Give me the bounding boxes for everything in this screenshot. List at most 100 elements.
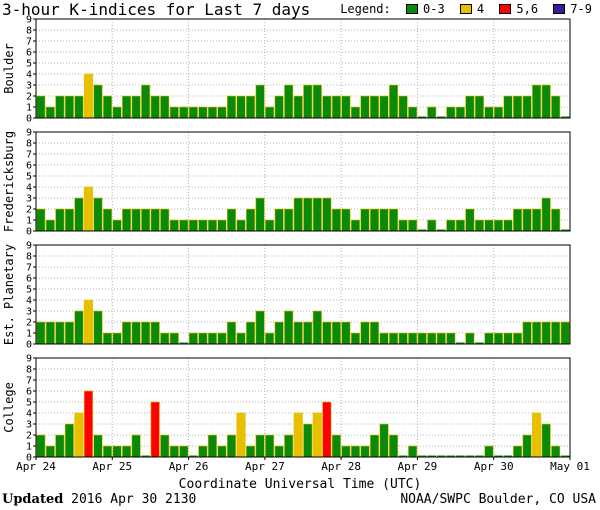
k-index-bar	[532, 412, 542, 458]
k-index-bar	[217, 106, 227, 119]
k-index-bar	[522, 208, 532, 232]
k-index-bar	[417, 116, 427, 118]
k-index-bar	[455, 106, 465, 119]
k-index-bar	[265, 219, 275, 232]
k-index-bar	[484, 332, 494, 345]
k-index-bar	[417, 455, 427, 457]
y-tick-label: 5	[26, 285, 32, 296]
k-index-bar	[560, 116, 570, 118]
k-index-bar	[293, 197, 303, 232]
y-tick-label: 5	[26, 398, 32, 409]
legend-label-green: 0-3	[423, 2, 445, 16]
y-tick-label: 1	[26, 216, 32, 227]
k-index-bar	[74, 197, 84, 232]
k-index-bar	[437, 455, 446, 457]
k-index-bar	[341, 445, 351, 458]
k-index-bar	[350, 332, 361, 345]
k-index-bar	[360, 445, 370, 458]
updated-label: Updated	[2, 492, 64, 507]
k-index-bar	[55, 434, 65, 458]
k-index-bar	[236, 412, 246, 458]
k-index-bar	[198, 445, 208, 458]
k-index-bar	[389, 84, 399, 119]
k-index-bar	[341, 95, 351, 119]
k-index-bar	[245, 208, 256, 232]
k-index-bar	[226, 434, 237, 458]
y-tick-label: 1	[26, 442, 32, 453]
k-index-bar	[274, 321, 284, 345]
legend: Legend: 0-3 4 5,6 7-9	[340, 2, 592, 16]
k-index-bar	[303, 423, 313, 458]
k-index-bar	[456, 342, 465, 344]
k-index-bar	[160, 434, 170, 458]
y-tick-label: 6	[26, 48, 32, 59]
k-index-bar	[122, 321, 132, 345]
k-index-bar	[141, 321, 151, 345]
k-index-bar	[45, 219, 55, 232]
k-index-bar	[379, 208, 389, 232]
k-index-bar	[74, 310, 84, 345]
k-index-bar	[312, 412, 322, 458]
k-index-bar	[169, 445, 179, 458]
k-index-bar	[322, 321, 332, 345]
k-index-bar	[465, 332, 475, 345]
k-index-bar	[293, 321, 303, 345]
k-index-bar	[360, 321, 370, 345]
k-index-bar	[369, 208, 380, 232]
x-tick-label: Apr 24	[16, 460, 56, 473]
y-tick-label: 5	[26, 59, 32, 70]
y-tick-label: 7	[26, 150, 32, 161]
k-index-bar	[455, 219, 465, 232]
x-tick-label: Apr 26	[169, 460, 209, 473]
x-tick-label: Apr 30	[474, 460, 514, 473]
k-index-bar	[207, 332, 217, 345]
k-index-bar	[551, 208, 561, 232]
y-tick-label: 0	[26, 340, 32, 351]
k-index-bar	[379, 423, 389, 458]
k-index-bar	[503, 95, 513, 119]
k-index-bar	[398, 95, 408, 119]
y-tick-label: 2	[26, 205, 32, 216]
k-index-bar	[226, 321, 237, 345]
k-index-bar	[484, 445, 494, 458]
y-tick-label: 3	[26, 420, 32, 431]
panel-label-college: College	[2, 382, 16, 433]
footer-updated: Updated 2016 Apr 30 2130	[2, 492, 196, 508]
k-index-bar	[465, 455, 475, 457]
k-index-bar	[475, 342, 484, 344]
k-index-bar	[122, 208, 132, 232]
k-index-bar	[389, 434, 399, 458]
y-tick-label: 8	[26, 252, 32, 263]
chart-title: 3-hour K-indices for Last 7 days	[2, 0, 311, 19]
y-tick-label: 3	[26, 194, 32, 205]
k-index-bar	[446, 106, 456, 119]
k-index-bar	[427, 455, 436, 457]
k-index-bar	[560, 229, 570, 231]
panel-label-fredericksburg: Fredericksburg	[2, 131, 16, 232]
x-tick-label: Apr 29	[398, 460, 438, 473]
k-index-bar	[474, 219, 484, 232]
k-index-bar	[217, 445, 227, 458]
k-index-bar	[169, 219, 179, 232]
y-tick-label: 9	[26, 15, 32, 26]
k-index-bar	[541, 197, 551, 232]
k-index-bar	[255, 197, 265, 232]
k-index-bar	[417, 229, 427, 231]
k-index-bar	[93, 434, 103, 458]
panel-frame-boulder	[35, 18, 571, 119]
k-index-bar	[83, 73, 94, 119]
k-index-bar	[331, 95, 341, 119]
k-index-bar	[141, 208, 151, 232]
k-index-bar	[398, 455, 408, 457]
y-tick-label: 7	[26, 376, 32, 387]
x-tick-label: Apr 28	[321, 460, 361, 473]
k-index-bar	[312, 84, 322, 119]
k-index-bar	[207, 106, 217, 119]
k-index-bar	[55, 321, 65, 345]
k-index-bar	[560, 455, 570, 457]
k-index-bar	[179, 106, 189, 119]
y-tick-label: 0	[26, 453, 32, 464]
k-index-bar	[150, 208, 160, 232]
k-index-bar	[245, 321, 256, 345]
k-index-bar	[446, 219, 456, 232]
